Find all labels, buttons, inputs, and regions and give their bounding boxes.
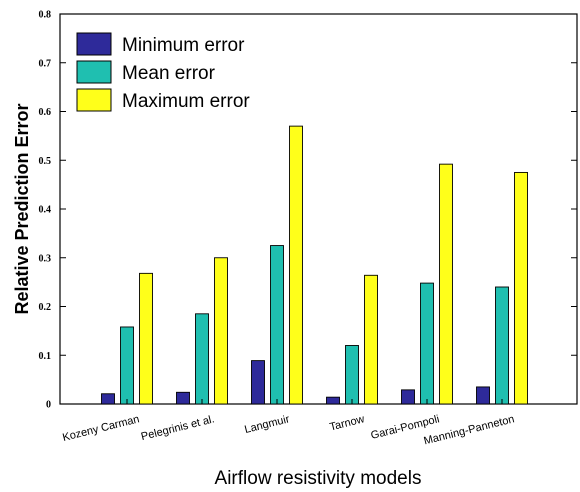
y-tick-label: 0.4 <box>39 205 52 216</box>
y-tick-label: 0.2 <box>39 302 52 313</box>
x-tick-label: Kozeny Carman <box>61 413 140 444</box>
legend-swatch <box>76 88 112 112</box>
bar-mean-error-6 <box>495 286 509 405</box>
legend-label: Maximum error <box>122 91 250 112</box>
legend-swatch <box>76 32 112 56</box>
bar-minimum-error-3 <box>251 360 265 405</box>
x-tick-label: Langmuir <box>243 413 291 436</box>
bar-mean-error-4 <box>345 345 359 405</box>
legend: Minimum error Mean error Maximum error <box>76 32 250 112</box>
y-tick-label: 0.6 <box>39 107 52 118</box>
y-tick-label: 0.3 <box>39 253 52 264</box>
bar-minimum-error-6 <box>476 386 490 405</box>
bar-minimum-error-5 <box>401 389 415 405</box>
bar-minimum-error-4 <box>326 396 340 405</box>
x-tick-label: Pelegrinis et al. <box>140 413 216 443</box>
bar-maximum-error-4 <box>364 274 378 405</box>
y-tick-label: 0 <box>46 400 51 411</box>
x-axis-title: Airflow resistivity models <box>215 468 422 489</box>
y-tick-label: 0.1 <box>39 351 52 362</box>
y-axis: 0 0.1 0.2 0.3 0.4 0.5 0.6 0.7 0.8 <box>39 10 577 411</box>
bar-maximum-error-6 <box>514 171 528 405</box>
x-axis: Kozeny Carman Pelegrinis et al. Langmuir Ta… <box>61 399 516 447</box>
bar-mean-error-1 <box>120 326 134 405</box>
bar-maximum-error-3 <box>289 125 303 405</box>
y-tick-label: 0.8 <box>39 10 52 21</box>
bar-maximum-error-1 <box>139 272 153 405</box>
x-tick-label: Tarnow <box>328 413 365 433</box>
bar-maximum-error-2 <box>214 257 228 405</box>
bar-minimum-error-1 <box>101 393 115 405</box>
legend-label: Mean error <box>122 63 216 84</box>
bars <box>101 125 528 405</box>
bar-mean-error-5 <box>420 282 434 405</box>
bar-mean-error-2 <box>195 313 209 405</box>
legend-label: Minimum error <box>122 35 245 56</box>
legend-swatch <box>76 60 112 84</box>
y-tick-label: 0.7 <box>39 58 52 69</box>
bar-minimum-error-2 <box>176 391 190 405</box>
y-axis-title: Relative Prediction Error <box>12 103 32 314</box>
bar-mean-error-3 <box>270 245 284 405</box>
y-tick-label: 0.5 <box>39 156 52 167</box>
bar-maximum-error-5 <box>439 163 453 405</box>
